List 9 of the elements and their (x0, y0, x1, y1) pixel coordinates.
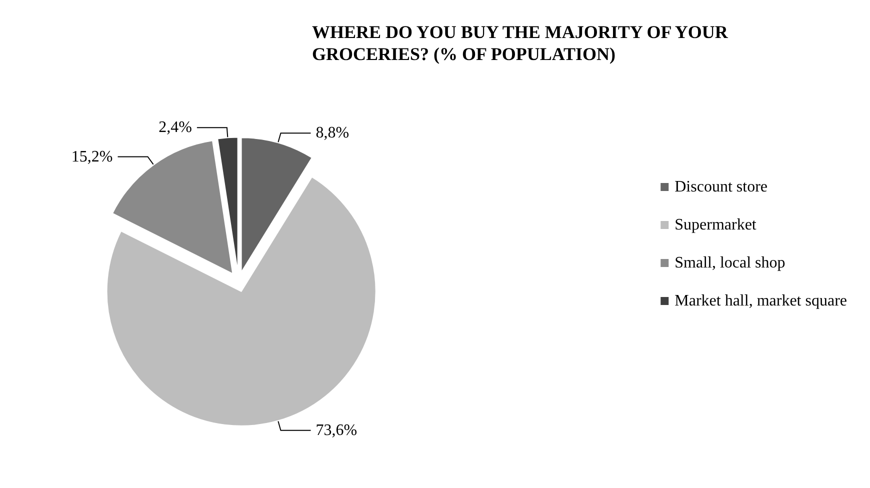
data-label: 2,4% (158, 119, 192, 136)
legend-label: Small, local shop (674, 254, 786, 272)
data-label: 8,8% (316, 124, 350, 142)
data-label: 73,6% (316, 422, 358, 439)
data-label: 15,2% (71, 148, 113, 166)
chart-title: WHERE DO YOU BUY THE MAJORITY OF YOUR GROCERIES? (% OF POPULATION) (312, 22, 732, 64)
legend-label: Market hall, market square (674, 292, 847, 310)
legend-label: Supermarket (674, 216, 757, 234)
legend-label: Discount store (674, 178, 768, 196)
